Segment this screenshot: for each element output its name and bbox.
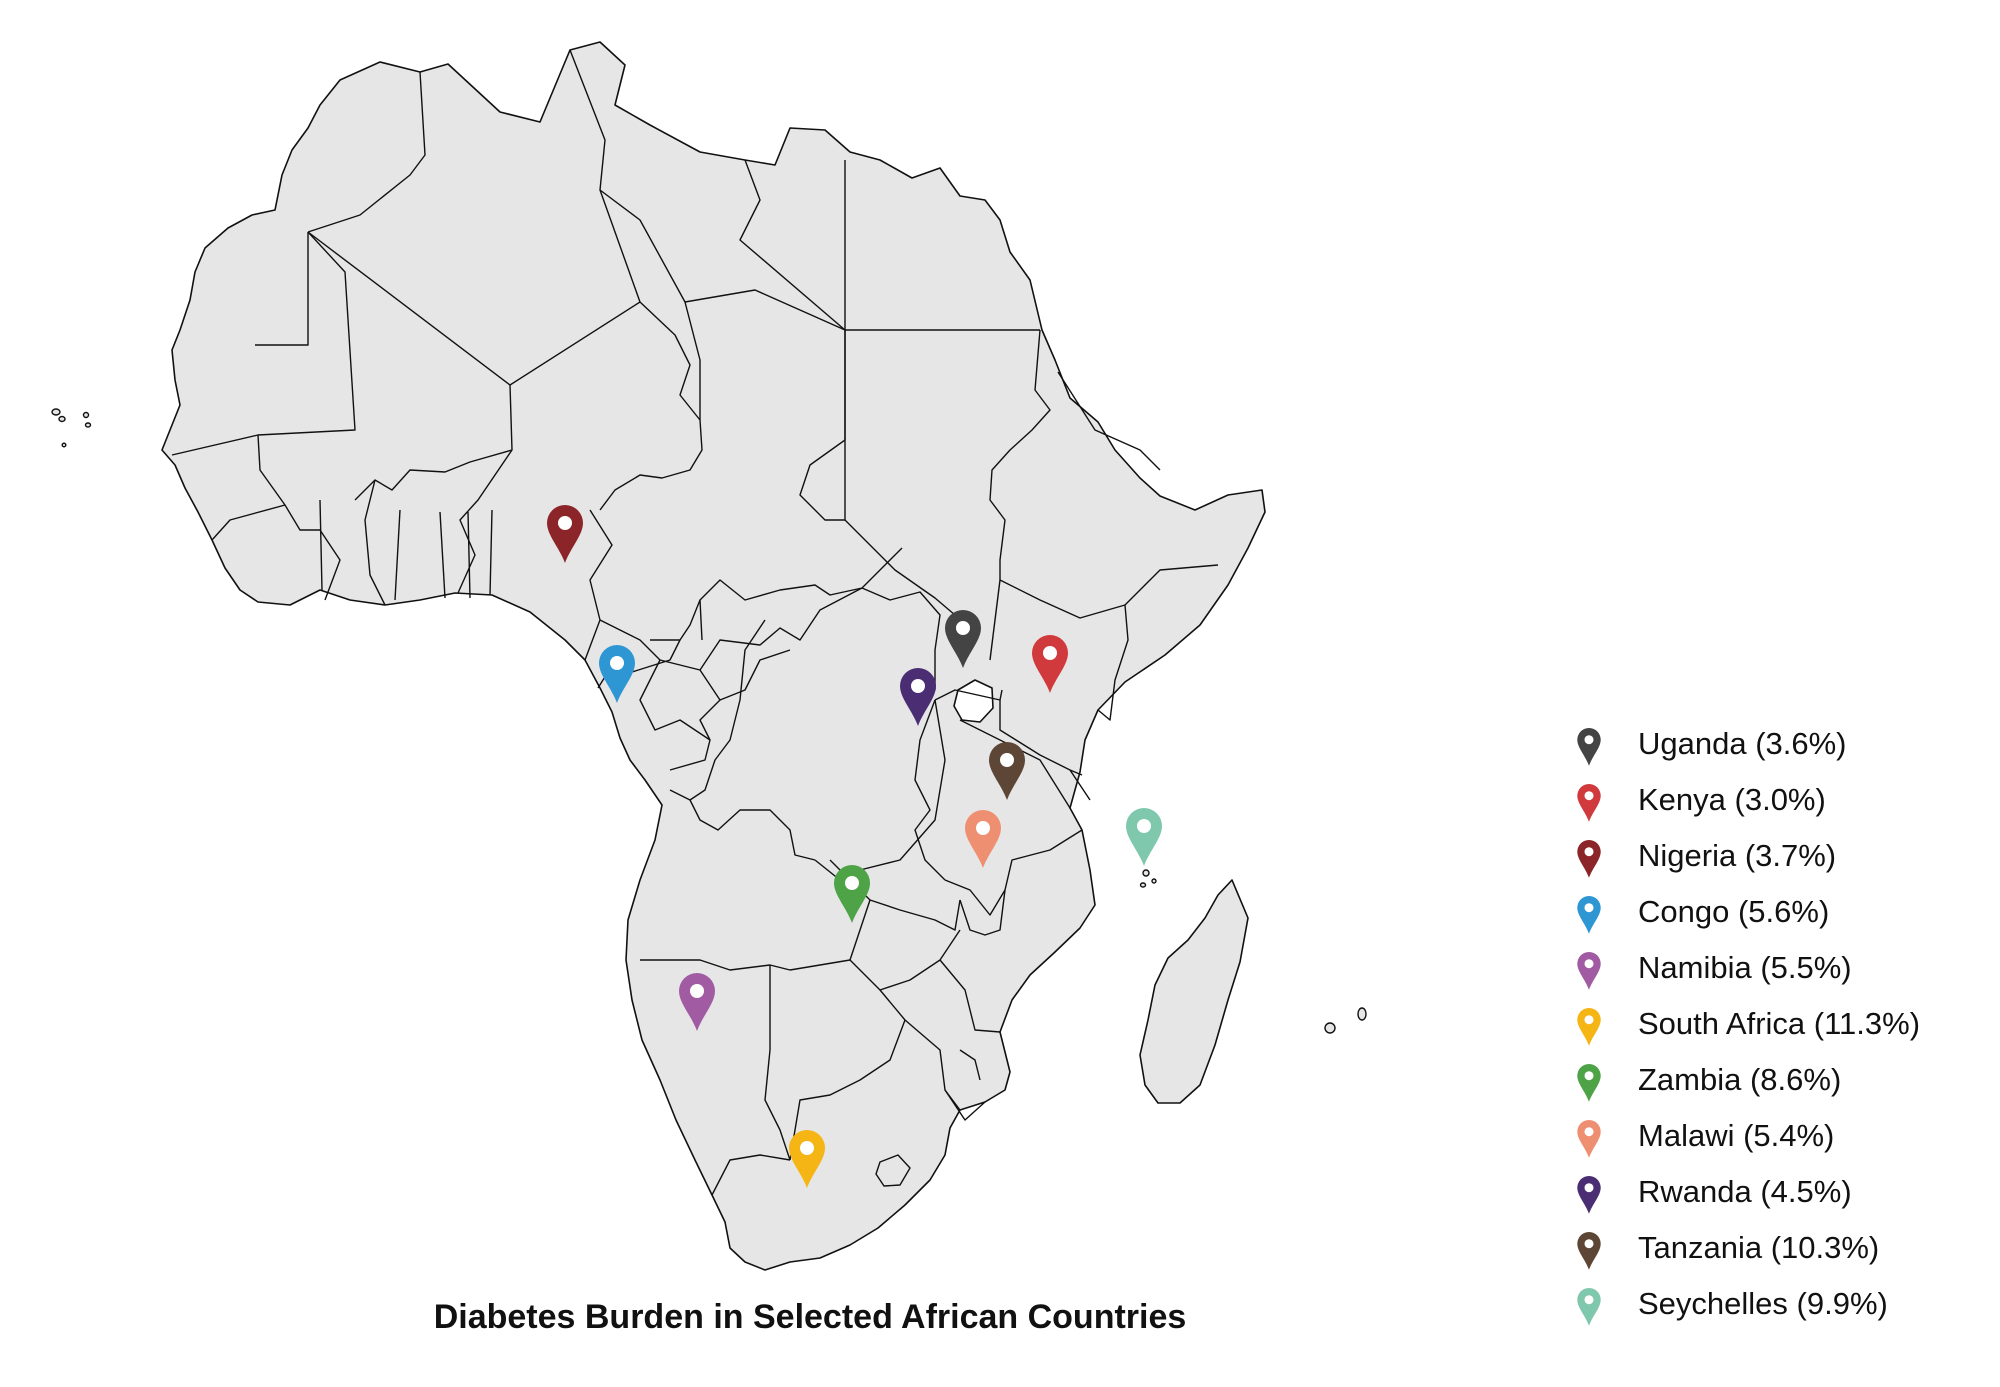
legend-label: Kenya (3.0%) xyxy=(1638,782,1826,817)
map-pin-dot xyxy=(610,656,624,670)
map-pin-south-africa[interactable] xyxy=(789,1130,825,1188)
legend-label: Zambia (8.6%) xyxy=(1638,1062,1842,1097)
legend-item-kenya: Kenya (3.0%) xyxy=(1560,774,1990,830)
legend-label: Seychelles (9.9%) xyxy=(1638,1286,1888,1321)
legend-label: South Africa (11.3%) xyxy=(1638,1006,1921,1041)
lake-victoria xyxy=(953,679,994,723)
legend-item-rwanda: Rwanda (4.5%) xyxy=(1560,1166,1990,1222)
legend-item-south-africa: South Africa (11.3%) xyxy=(1560,998,1990,1054)
map-pin-icon xyxy=(1577,1288,1601,1326)
legend-label: Namibia (5.5%) xyxy=(1638,950,1852,985)
map-pin-dot xyxy=(911,679,925,693)
map-pin-dot xyxy=(1000,753,1014,767)
map-pin-dot xyxy=(690,984,704,998)
map-pin-icon xyxy=(834,865,870,923)
map-pin-icon xyxy=(789,1130,825,1188)
legend-label: Rwanda (4.5%) xyxy=(1638,1174,1852,1209)
legend: Uganda (3.6%) Kenya (3.0%) Nigeria (3.7%) C… xyxy=(1560,718,1990,1334)
legend-label: Tanzania (10.3%) xyxy=(1638,1230,1880,1265)
map-pin-dot xyxy=(956,621,970,635)
map-pin-zambia[interactable] xyxy=(834,865,870,923)
islands xyxy=(51,408,1367,1034)
map-pin-rwanda[interactable] xyxy=(900,668,936,726)
map-pin-dot xyxy=(1137,819,1151,833)
map-pin-kenya[interactable] xyxy=(1032,635,1068,693)
map-pin-icon xyxy=(1032,635,1068,693)
legend-item-nigeria: Nigeria (3.7%) xyxy=(1560,830,1990,886)
legend-item-uganda: Uganda (3.6%) xyxy=(1560,718,1990,774)
map-pin-icon xyxy=(679,973,715,1031)
country-borders xyxy=(171,49,1219,1196)
map-pin-icon xyxy=(965,810,1001,868)
map-title: Diabetes Burden in Selected African Coun… xyxy=(433,1298,1187,1336)
map-pin-dot xyxy=(558,516,572,530)
map-pin-dot xyxy=(845,876,859,890)
map-pin-icon xyxy=(1577,952,1601,990)
map-pin-icon xyxy=(1577,1008,1601,1046)
map-pin-icon xyxy=(1577,784,1601,822)
legend-label: Nigeria (3.7%) xyxy=(1638,838,1837,873)
map-pin-icon xyxy=(1577,1232,1601,1270)
map-pin-icon xyxy=(1577,896,1601,934)
legend-label: Congo (5.6%) xyxy=(1638,894,1830,929)
legend-label: Malawi (5.4%) xyxy=(1638,1118,1835,1153)
map-pin-icon xyxy=(1577,1176,1601,1214)
legend-item-malawi: Malawi (5.4%) xyxy=(1560,1110,1990,1166)
legend-item-zambia: Zambia (8.6%) xyxy=(1560,1054,1990,1110)
map-pin-icon xyxy=(900,668,936,726)
legend-item-tanzania: Tanzania (10.3%) xyxy=(1560,1222,1990,1278)
map-pin-malawi[interactable] xyxy=(965,810,1001,868)
map-pin-dot xyxy=(800,1141,814,1155)
legend-item-namibia: Namibia (5.5%) xyxy=(1560,942,1990,998)
map-pin-icon xyxy=(1577,728,1601,766)
africa-landmass xyxy=(161,41,1266,1271)
map-pin-seychelles[interactable] xyxy=(1126,808,1162,866)
map-pin-tanzania[interactable] xyxy=(989,742,1025,800)
legend-label: Uganda (3.6%) xyxy=(1638,726,1847,761)
madagascar xyxy=(1139,879,1249,1104)
map-pin-nigeria[interactable] xyxy=(547,505,583,563)
lesotho xyxy=(875,1154,911,1187)
map-pin-dot xyxy=(976,821,990,835)
map-pin-dot xyxy=(1043,646,1057,660)
map-pin-icon xyxy=(989,742,1025,800)
legend-item-seychelles: Seychelles (9.9%) xyxy=(1560,1278,1990,1334)
map-pin-icon xyxy=(599,645,635,703)
legend-item-congo: Congo (5.6%) xyxy=(1560,886,1990,942)
map-pin-icon xyxy=(1577,1064,1601,1102)
map-pin-uganda[interactable] xyxy=(945,610,981,668)
map-pin-icon xyxy=(945,610,981,668)
map-pin-icon xyxy=(547,505,583,563)
map-pin-icon xyxy=(1577,840,1601,878)
map-pins xyxy=(547,505,1162,1188)
map-pin-namibia[interactable] xyxy=(679,973,715,1031)
map-pin-icon xyxy=(1126,808,1162,866)
map-pin-congo[interactable] xyxy=(599,645,635,703)
map-pin-icon xyxy=(1577,1120,1601,1158)
